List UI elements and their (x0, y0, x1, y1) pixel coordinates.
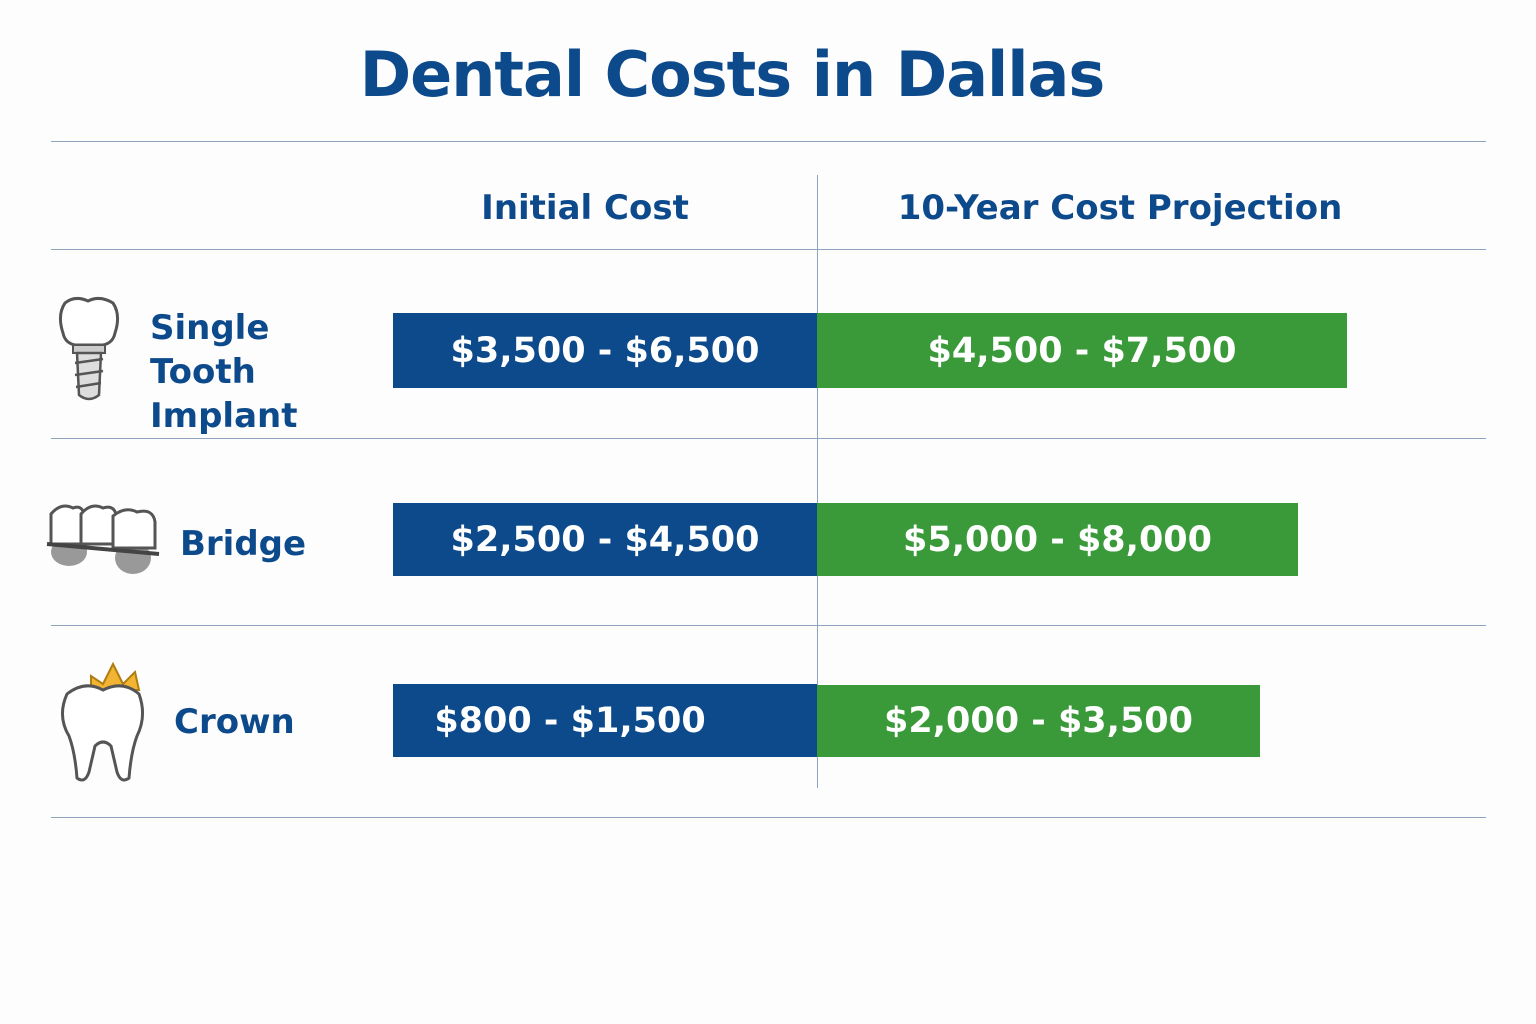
divider (51, 625, 1486, 626)
row-label: Single Tooth Implant (150, 308, 298, 436)
bridge-icon (46, 504, 160, 574)
column-header: Initial Cost (481, 188, 689, 228)
divider (51, 249, 1486, 250)
column-divider (817, 175, 818, 788)
divider (51, 817, 1486, 818)
projection-cell: $4,500 - $7,500 (817, 313, 1347, 388)
projection-cell: $5,000 - $8,000 (817, 503, 1298, 576)
divider (51, 438, 1486, 439)
row-label: Crown (174, 702, 295, 742)
initial-cost-cell: $3,500 - $6,500 (393, 313, 817, 388)
title: Dental Costs in Dallas (359, 38, 1106, 111)
initial-cost-cell: $800 - $1,500 (393, 684, 817, 757)
row-label: Bridge (180, 524, 307, 564)
initial-cost-cell: $2,500 - $4,500 (393, 503, 817, 576)
implant-icon (58, 296, 120, 401)
column-header: 10-Year Cost Projection (897, 188, 1343, 228)
projection-cell: $2,000 - $3,500 (817, 685, 1260, 757)
crown-icon (61, 661, 144, 782)
divider (51, 141, 1486, 142)
